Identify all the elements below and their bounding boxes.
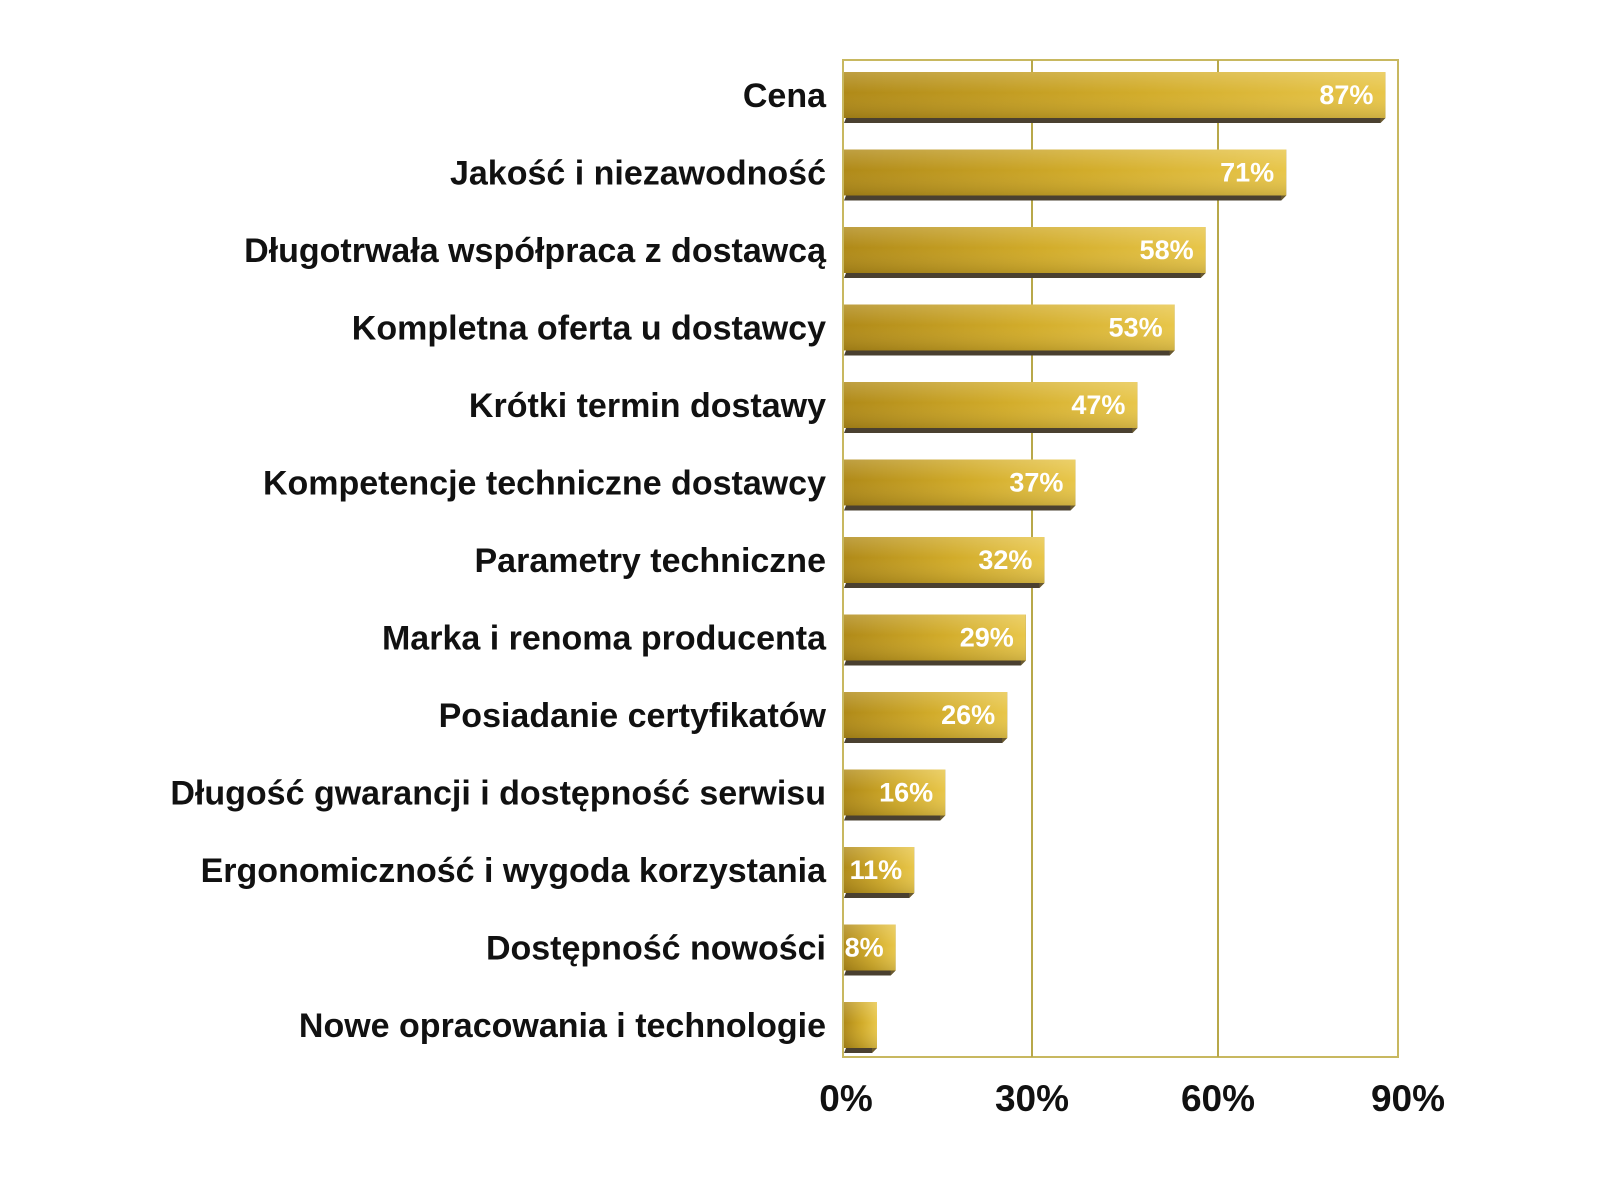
plot-area (842, 59, 1399, 1058)
plot-frame (842, 59, 1399, 1058)
bar-13 (844, 1002, 877, 1053)
category-label: Długotrwała współpraca z dostawcą (244, 232, 827, 270)
x-axis-ticks: 0% 30% 60% 90% (819, 1078, 1445, 1119)
bar-gloss (844, 459, 1076, 506)
category-label: Nowe opracowania i technologie (299, 1007, 826, 1045)
category-label: Dostępność nowości (486, 930, 826, 968)
value-label: 26% (941, 700, 995, 730)
bar-gloss (844, 847, 915, 893)
bar-2 (844, 149, 1287, 201)
bar-shadow (844, 583, 1045, 588)
bar-shadow (844, 1048, 877, 1053)
category-label: Długość gwarancji i dostępność serwisu (170, 775, 826, 813)
bar-shadow (844, 118, 1386, 123)
bar-gloss (844, 149, 1287, 196)
value-label: 58% (1140, 235, 1194, 265)
bar-8 (844, 614, 1026, 666)
category-label: Cena (743, 77, 827, 115)
bar-shadow (844, 660, 1026, 666)
bar-gloss (844, 227, 1206, 273)
value-label: 29% (960, 623, 1014, 653)
category-label: Marka i renoma producenta (382, 620, 827, 658)
bar-6 (844, 459, 1076, 511)
bar-gloss (844, 692, 1008, 738)
category-label: Jakość i niezawodność (450, 155, 826, 193)
bar-12 (844, 924, 896, 976)
bar-shadow (844, 350, 1175, 356)
value-label: 53% (1109, 313, 1163, 343)
bar-gloss (844, 304, 1175, 351)
gridlines (1031, 60, 1219, 1057)
x-tick-label: 30% (995, 1078, 1069, 1119)
category-label: Parametry techniczne (475, 542, 827, 580)
category-label: Kompletna oferta u dostawcy (352, 310, 826, 348)
category-label: Kompetencje techniczne dostawcy (263, 465, 826, 503)
category-label: Posiadanie certyfikatów (439, 697, 827, 735)
category-label: Ergonomiczność i wygoda korzystania (201, 852, 827, 890)
bar-shadow (844, 970, 896, 976)
bar-gloss (844, 1002, 877, 1048)
x-tick-label: 0% (819, 1078, 872, 1119)
bar-gloss (844, 382, 1138, 428)
value-label: 87% (1319, 80, 1373, 110)
value-label: 32% (978, 545, 1032, 575)
value-label: 16% (879, 778, 933, 808)
bar-shadow (844, 428, 1138, 433)
bar-9 (844, 692, 1008, 743)
bar-gloss (844, 924, 896, 971)
bar-gloss (844, 614, 1026, 661)
bar-1 (844, 72, 1386, 123)
bar-shadow (844, 195, 1287, 201)
value-label: 71% (1220, 158, 1274, 188)
x-tick-label: 90% (1371, 1078, 1445, 1119)
bars: 87% 71% 58% 53% 47% 37% 32% 29% 26% 16% 11% 8% (844, 72, 1386, 1053)
category-labels: Cena Jakość i niezawodność Długotrwała wsp… (170, 77, 827, 1045)
bar-gloss (844, 769, 946, 816)
x-tick-label: 60% (1181, 1078, 1255, 1119)
bar-5 (844, 382, 1138, 433)
bar-shadow (844, 738, 1008, 743)
bar-shadow (844, 273, 1206, 278)
bar-3 (844, 227, 1206, 278)
value-label: 8% (845, 933, 884, 963)
bar-shadow (844, 505, 1076, 511)
bar-gloss (844, 537, 1045, 583)
bar-4 (844, 304, 1175, 356)
category-label: Krótki termin dostawy (469, 387, 826, 425)
bar-gloss (844, 72, 1386, 118)
bar-11 (844, 847, 915, 898)
bar-shadow (844, 815, 946, 821)
bar-7 (844, 537, 1045, 588)
value-label: 47% (1071, 390, 1125, 420)
value-label: 37% (1009, 468, 1063, 498)
bar-shadow (844, 893, 915, 898)
bar-10 (844, 769, 946, 821)
value-label: 11% (850, 855, 903, 885)
